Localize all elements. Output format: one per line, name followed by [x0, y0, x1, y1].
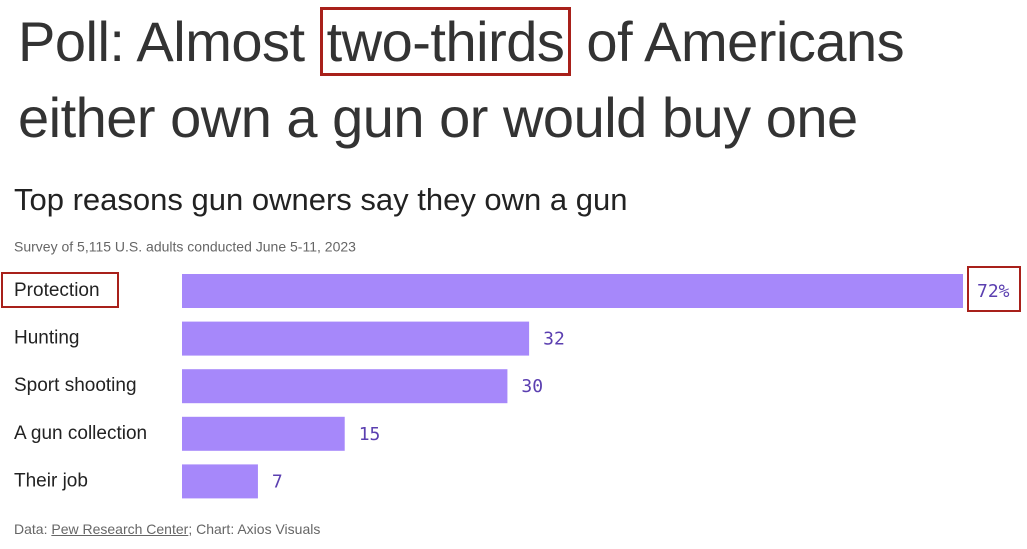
headline: Poll: Almost two-thirds of Americans eit…	[18, 4, 1023, 156]
headline-highlight: two-thirds	[319, 7, 572, 76]
bar	[182, 369, 508, 404]
headline-text: of Americans either own a gun or would b…	[18, 10, 905, 149]
highlight-box	[967, 266, 1021, 312]
bar	[182, 464, 258, 499]
value-label: 30	[521, 376, 543, 397]
value-label: 32	[543, 329, 565, 350]
category-label: Hunting	[14, 328, 80, 349]
source: Data: Pew Research Center; Chart: Axios …	[14, 521, 320, 537]
source-text: ; Chart: Axios Visuals	[188, 521, 321, 537]
value-label: 7	[272, 471, 283, 492]
category-label: Protection	[14, 280, 100, 301]
source-text: Data:	[14, 521, 48, 537]
category-label: A gun collection	[14, 423, 147, 444]
chart-subtitle: Survey of 5,115 U.S. adults conducted Ju…	[14, 239, 356, 255]
value-label: 15	[359, 424, 381, 445]
highlight-box	[1, 272, 119, 308]
bar	[182, 416, 345, 451]
source-link[interactable]: Pew Research Center	[51, 521, 189, 537]
headline-text: Poll: Almost	[18, 10, 305, 73]
value-label: 72%	[977, 281, 1010, 302]
bar	[182, 321, 530, 356]
bar	[182, 274, 963, 308]
category-label: Sport shooting	[14, 375, 137, 396]
chart-title: Top reasons gun owners say they own a gu…	[14, 182, 628, 217]
category-label: Their job	[14, 470, 88, 491]
